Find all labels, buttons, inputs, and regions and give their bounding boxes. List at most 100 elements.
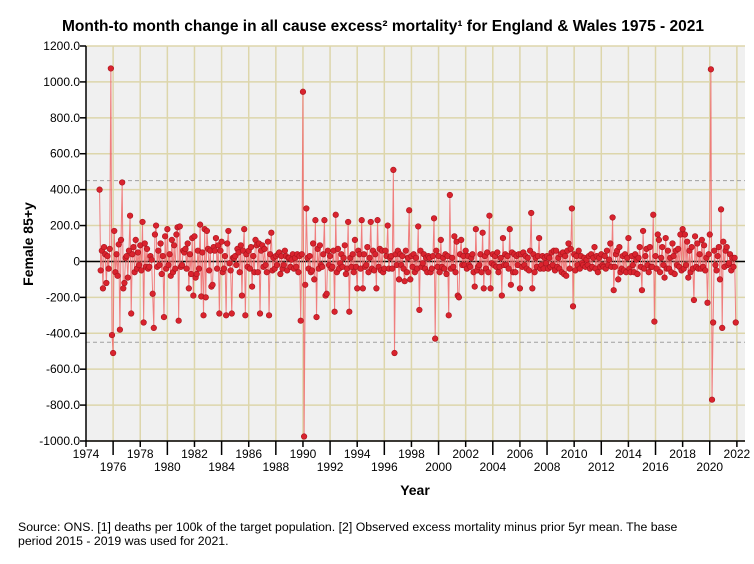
data-point	[116, 326, 123, 333]
data-point	[655, 236, 663, 244]
data-point	[117, 236, 125, 244]
data-point	[108, 331, 116, 339]
data-point	[199, 249, 206, 256]
data-point	[611, 263, 618, 270]
data-point	[717, 206, 725, 213]
data-point	[478, 269, 485, 276]
data-point	[506, 226, 513, 233]
data-point	[688, 243, 695, 251]
data-point	[516, 285, 524, 292]
data-point	[569, 303, 577, 310]
data-point	[567, 245, 574, 252]
data-point	[263, 269, 270, 276]
x-tick-label: 2016	[642, 460, 669, 474]
data-point	[326, 252, 334, 260]
data-point	[452, 269, 459, 276]
data-point	[606, 256, 613, 263]
data-point	[237, 242, 244, 249]
data-point	[681, 231, 689, 238]
data-point	[146, 263, 153, 270]
data-point	[138, 267, 145, 274]
x-tick-label: 1988	[262, 460, 289, 474]
y-tick-label: 400.0	[50, 183, 80, 197]
plot-area	[86, 46, 745, 441]
data-point	[265, 312, 273, 319]
data-point	[226, 260, 233, 267]
data-point	[303, 205, 310, 212]
data-point	[149, 290, 156, 297]
data-point	[646, 243, 653, 251]
data-point	[139, 218, 146, 226]
data-point	[165, 261, 172, 269]
axes: 1200.0 1000.0 800.0 600.0 400.0 200.0 0 -200.0 -…	[39, 39, 750, 474]
data-point	[123, 252, 130, 260]
data-point	[568, 205, 576, 212]
data-point	[217, 247, 224, 254]
data-point	[202, 294, 209, 301]
data-point	[311, 276, 318, 283]
data-point	[546, 254, 553, 261]
data-point	[512, 269, 519, 276]
data-point	[316, 242, 324, 249]
x-tick-label: 2010	[561, 447, 588, 461]
data-point	[323, 290, 330, 297]
data-point	[656, 269, 664, 276]
data-point	[306, 252, 313, 260]
data-point	[300, 433, 308, 440]
data-point	[166, 251, 173, 258]
data-point	[498, 292, 505, 299]
data-point	[110, 349, 117, 357]
data-point	[374, 217, 381, 224]
data-point	[446, 191, 453, 199]
data-point	[119, 179, 126, 186]
data-point	[391, 349, 398, 357]
data-point	[247, 243, 255, 251]
data-point	[242, 312, 249, 319]
data-point	[220, 265, 227, 272]
x-tick-label: 1994	[344, 447, 371, 461]
data-point	[433, 247, 440, 254]
data-point	[713, 267, 720, 274]
data-point	[185, 285, 192, 292]
data-point	[238, 292, 246, 299]
data-point	[332, 211, 339, 218]
data-point	[487, 285, 494, 292]
data-point	[130, 243, 137, 251]
data-point	[227, 267, 234, 274]
data-point	[694, 240, 701, 247]
data-point	[524, 254, 531, 261]
data-point	[302, 281, 309, 288]
data-point	[293, 263, 300, 270]
y-tick-label: 600.0	[50, 147, 80, 161]
data-point	[629, 261, 637, 269]
data-point	[172, 265, 179, 272]
x-tick-label: 1976	[100, 460, 127, 474]
data-point	[714, 252, 721, 260]
x-tick-label: 1978	[127, 447, 154, 461]
data-point	[157, 240, 164, 247]
data-point	[97, 267, 104, 274]
data-point	[723, 243, 730, 251]
x-tick-label: 2018	[669, 447, 696, 461]
data-point	[455, 294, 463, 301]
data-point	[364, 243, 371, 251]
data-point	[416, 306, 423, 314]
data-point	[354, 285, 361, 292]
data-point	[528, 209, 535, 217]
data-point	[654, 231, 661, 238]
data-point	[191, 233, 198, 240]
data-point	[704, 299, 711, 306]
data-point	[651, 318, 658, 325]
data-point	[430, 215, 438, 222]
data-point	[671, 270, 678, 278]
data-point	[103, 279, 110, 287]
data-point	[254, 269, 261, 276]
data-point	[664, 247, 672, 254]
data-point	[661, 274, 668, 281]
data-point	[280, 261, 287, 269]
x-tick-label: 2000	[425, 460, 452, 474]
data-point	[389, 265, 396, 272]
data-point	[203, 227, 211, 235]
data-point	[635, 254, 642, 261]
